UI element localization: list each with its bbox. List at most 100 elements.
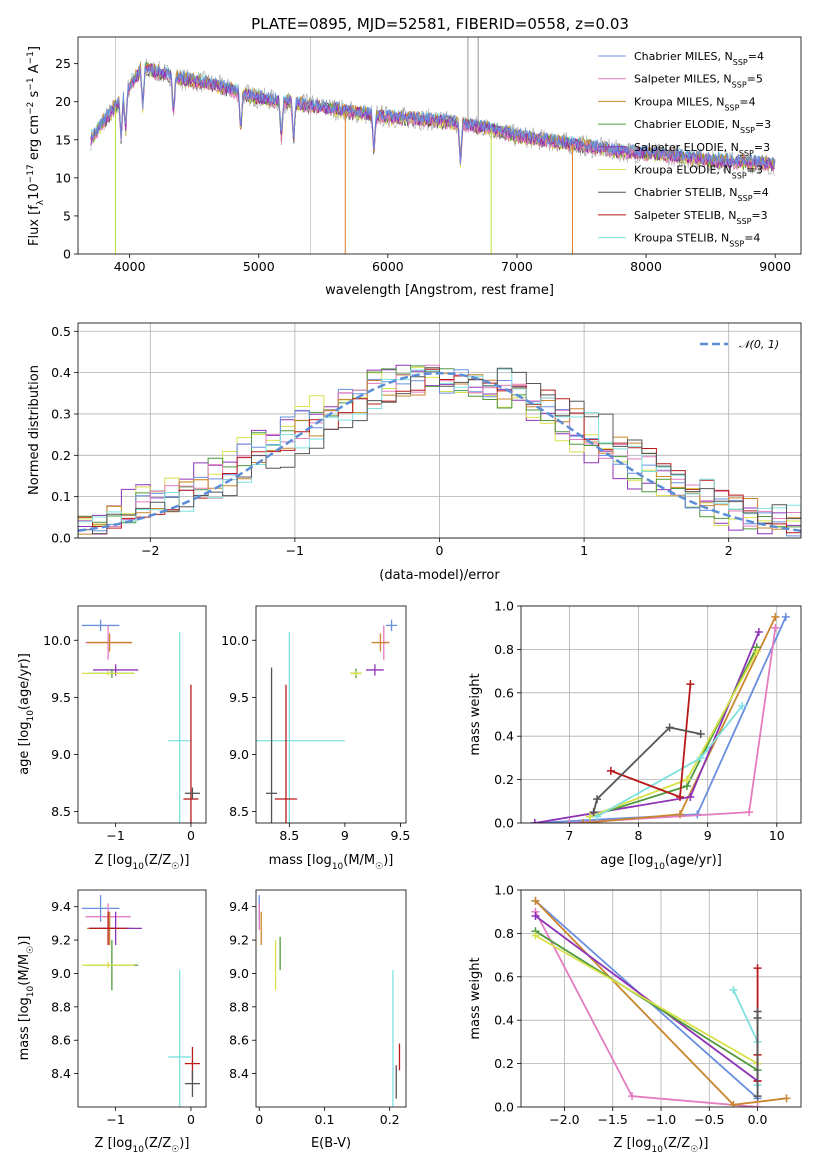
label-part: )] [17,936,32,946]
series-marker-ks [738,701,747,710]
label-part: mass [log [17,997,32,1060]
histogram-panel: −2 −1 0 1 2 0.0 0.1 0.2 0.3 0.4 0.5 (data-model)/er… [27,322,802,583]
series-line-km [583,616,777,823]
x-tick-label: 0 [436,543,444,558]
label-part: (age/yr)] [665,853,722,868]
series-line-cm [534,616,787,823]
legend-n: =4 [739,95,755,108]
label-part: ☉ [171,1145,179,1155]
label-part: −1 [26,77,36,90]
y-tick-label: 0.0 [51,531,71,546]
y-tick-label: 9.2 [229,933,249,948]
y-tick-label: 20 [55,94,71,109]
series-marker-ke [586,812,595,821]
y-tick-label: 15 [55,132,71,147]
x-tick-label: 0 [255,1112,263,1127]
series-marker-ke [682,775,691,784]
errorbars [256,619,398,823]
label-part: Z [log [95,853,133,868]
y-tick-label: 9.0 [229,747,249,762]
y-tick-label: 0.5 [51,324,71,339]
x-tick-label: −1 [286,543,304,558]
series-marker-ss [753,964,762,973]
series-marker-ss [676,792,685,801]
plot-frame [520,889,802,1108]
legend-n: =3 [747,164,763,177]
label-part: (M/M [343,853,375,868]
label-part: ☉ [171,862,179,872]
series-marker-sm [753,1103,762,1107]
series-marker-se [754,628,763,637]
x-tick-label: 8.5 [279,828,299,843]
y-tick-label: 9.5 [229,690,249,705]
series-marker-se [686,792,695,801]
x-tick-label: 10 [769,828,785,843]
x-tick-label: 5000 [243,259,275,274]
y-tick-label: 0.3 [51,406,71,421]
errorbars [258,895,401,1107]
age-vs-mass-panel: 8.5 9 9.5 8.5 9.0 9.5 10.0 mass [log10(M/M☉)] [221,605,410,872]
y-tick-label: 0.0 [494,1100,514,1115]
series-marker-cs [593,795,602,804]
x-tick-label: 9 [704,828,712,843]
label-part: (data-model)/error [379,568,500,583]
label-part: 10 [651,1145,663,1155]
label-part: age [log [600,853,653,868]
y-tick-label: 0 [63,247,71,262]
y-tick-label: 8.6 [229,1033,249,1048]
normal-curve [78,371,801,533]
y-tick-label: 25 [55,56,71,71]
legend-sub: SSP [732,80,747,89]
x-tick-label: 7000 [501,259,533,274]
legend-n: =3 [751,209,767,222]
x-tick-label: 0.0 [748,1112,768,1127]
y-tick-label: 8.4 [229,1066,249,1081]
x-tick-label: 0 [187,828,195,843]
legend-sub: SSP [738,194,753,203]
label-part: ☉ [690,1145,698,1155]
y-tick-label: 8.5 [229,804,249,819]
x-axis-label: E(B-V) [311,1136,351,1151]
legend-label-se: Salpeter ELODIE, NSSP=3 [634,141,770,158]
series-marker-ke [752,647,761,656]
series-line-ce [589,646,758,818]
y-tick-label: 0.1 [51,489,71,504]
y-tick-label: 1.0 [494,599,514,614]
y-tick-label: 1.0 [494,883,514,898]
series-line-cs [592,726,701,813]
legend-n: =4 [744,232,760,245]
plot-frame [77,605,207,824]
label-part: wavelength [Angstrom, rest frame] [325,283,554,298]
series-line-ss [610,684,692,799]
series-line-ke [589,651,758,818]
legend-sub: SSP [724,103,739,112]
y-tick-label: 0.8 [494,642,514,657]
series-line-se [534,915,759,1082]
label-part: 10 [27,183,42,200]
y-tick-label: 10.0 [43,633,71,648]
series-marker-ks [696,753,705,762]
x-tick-label: −2 [141,543,159,558]
x-tick-label: 6000 [372,259,404,274]
label-part: mass weight [468,957,483,1039]
legend-text: Chabrier STELIB, N [634,186,738,199]
legend-text: Salpeter MILES, N [634,73,732,86]
legend-text: Kroupa ELODIE, N [634,164,732,177]
y-tick-label: 9.0 [229,966,249,981]
label-part: mass weight [468,673,483,755]
y-tick-label: 8.6 [51,1033,71,1048]
series-marker-km [782,1094,791,1103]
label-part: −1 [26,51,36,64]
label-part: )] [179,1136,189,1151]
x-tick-label: 4000 [114,259,146,274]
label-part: 10 [653,862,665,872]
x-axis-label: Z [log10(Z/Z☉)] [614,1136,709,1155]
y-tick-label: 0.6 [494,969,514,984]
x-tick-label: 0.2 [380,1112,400,1127]
label-part: (M/M [17,954,32,986]
y-tick-label: 8.8 [229,999,249,1014]
series-marker-cm [781,612,790,621]
legend-label-ks: Kroupa STELIB, NSSP=4 [634,232,760,249]
label-part: age [log [17,722,32,775]
